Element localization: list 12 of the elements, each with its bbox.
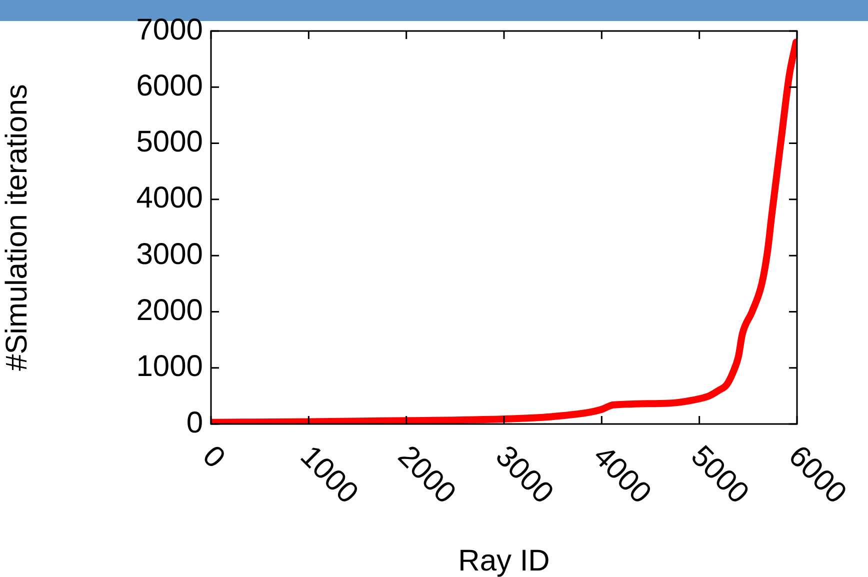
- y-tick-label: 1000: [136, 350, 203, 384]
- x-axis-title: Ray ID: [458, 544, 550, 577]
- y-axis-title: #Simulation iterations: [0, 84, 34, 371]
- y-tick-label: 7000: [136, 13, 203, 46]
- y-tick-label: 5000: [136, 126, 203, 159]
- y-tick-label: 0: [186, 406, 203, 440]
- x-tick-label: 4000: [586, 439, 658, 510]
- y-tick-label: 2000: [136, 294, 203, 327]
- y-tick-label: 4000: [136, 182, 203, 215]
- y-tick-label: 3000: [136, 238, 203, 271]
- x-tick-label: 0: [196, 439, 232, 475]
- y-tick-label: 6000: [136, 69, 203, 102]
